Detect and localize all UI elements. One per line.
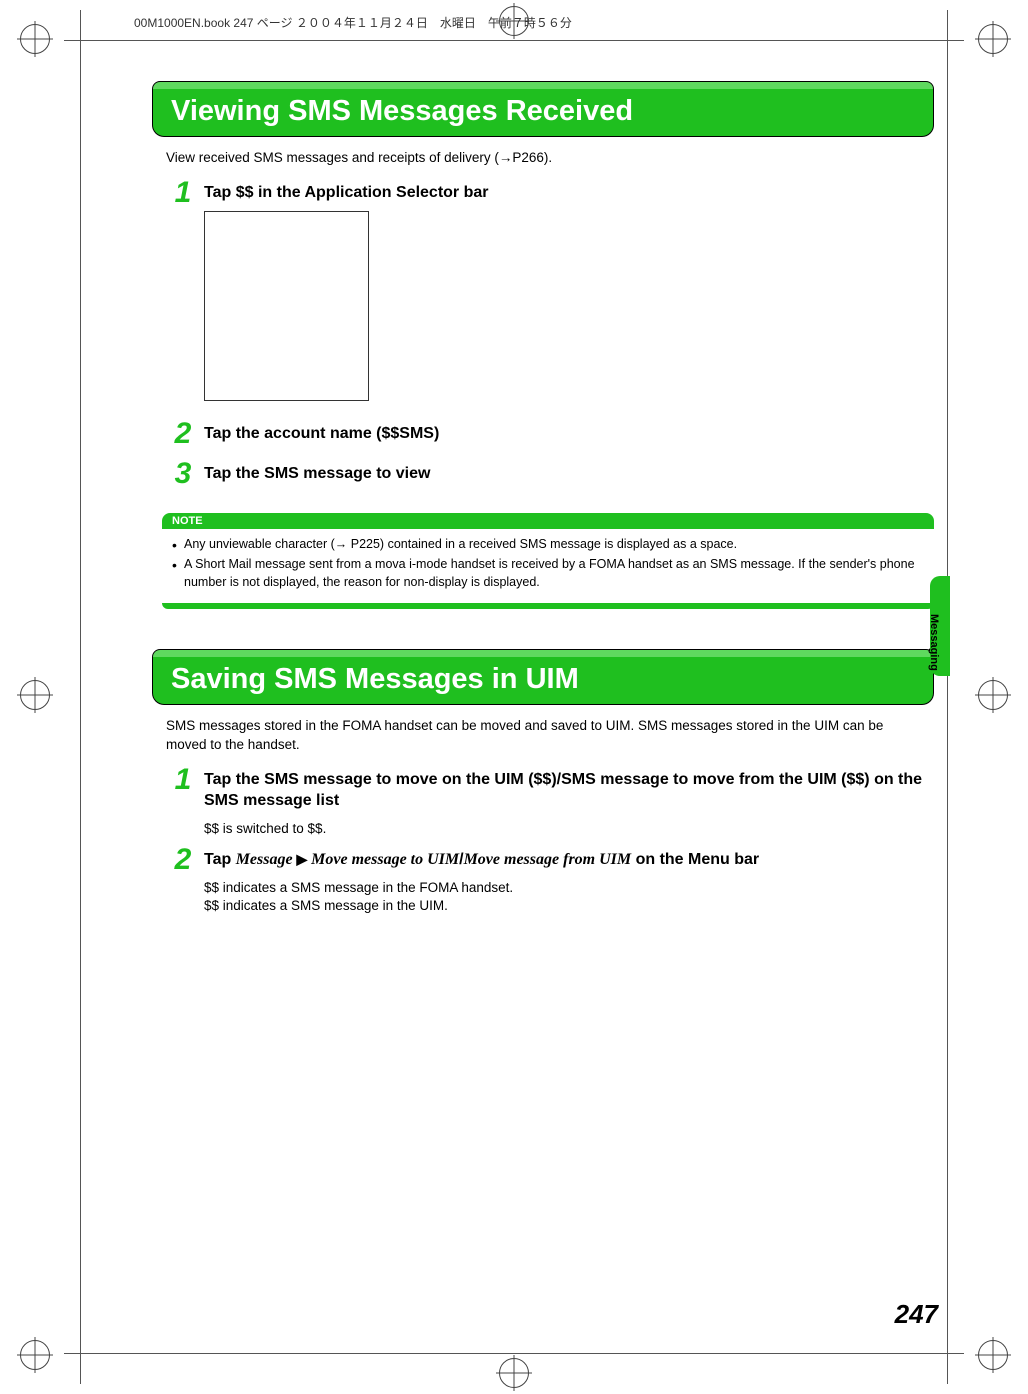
crop-mark-bottom-right (978, 1340, 1008, 1370)
note-item: A Short Mail message sent from a mova i-… (170, 555, 926, 591)
section-banner-saving-sms: Saving SMS Messages in UIM (152, 649, 934, 705)
note-block: NOTE Any unviewable character (→ P225) c… (162, 511, 934, 609)
crop-line-left (80, 10, 81, 1384)
crop-mark-mid-left (20, 680, 50, 710)
section1-intro: View received SMS messages and receipts … (166, 149, 924, 168)
section2-step-2: 2 Tap Message ▶ Move message to UIM/Move… (162, 845, 924, 916)
step-title: Tap the SMS message to move on the UIM (… (204, 769, 924, 812)
crop-line-right (947, 10, 948, 1384)
step-number: 2 (162, 419, 204, 449)
document-header: 00M1000EN.book 247 ページ ２００４年１１月２４日 水曜日 午… (134, 14, 944, 31)
text: Tap (204, 851, 236, 868)
section-title: Viewing SMS Messages Received (152, 89, 934, 137)
crop-mark-mid-right (978, 680, 1008, 710)
step-number: 1 (162, 765, 204, 795)
menu-item: Move message from UIM (464, 851, 632, 868)
chapter-side-label: Messaging (928, 614, 940, 671)
crop-mark-top-left (20, 24, 50, 54)
text: on the Menu bar (631, 851, 759, 868)
page-number: 247 (895, 1299, 938, 1330)
section-banner-viewing-sms: Viewing SMS Messages Received (152, 81, 934, 137)
step-description: $$ indicates a SMS message in the FOMA h… (204, 879, 924, 917)
step-number: 3 (162, 459, 204, 489)
section1-step-2: 2 Tap the account name ($$SMS) (162, 419, 924, 453)
step-description: $$ is switched to $$. (204, 820, 924, 839)
step-title: Tap the account name ($$SMS) (204, 423, 924, 445)
step-number: 1 (162, 178, 204, 208)
crop-mark-top-right (978, 24, 1008, 54)
menu-arrow-icon: ▶ (293, 851, 312, 867)
section-title: Saving SMS Messages in UIM (152, 657, 934, 705)
step-number: 2 (162, 845, 204, 875)
menu-item: Move message to UIM (311, 851, 459, 868)
note-label: NOTE (162, 513, 934, 529)
page-content: 00M1000EN.book 247 ページ ２００４年１１月２４日 水曜日 午… (84, 14, 944, 1380)
section2-step-1: 1 Tap the SMS message to move on the UIM… (162, 765, 924, 839)
section1-step-1: 1 Tap $$ in the Application Selector bar (162, 178, 924, 414)
step-title: Tap the SMS message to view (204, 463, 924, 485)
step-title: Tap Message ▶ Move message to UIM/Move m… (204, 849, 924, 871)
section2-intro: SMS messages stored in the FOMA handset … (166, 717, 924, 755)
note-item: Any unviewable character (→ P225) contai… (170, 535, 926, 553)
menu-name: Message (236, 851, 293, 868)
screenshot-placeholder (204, 211, 369, 401)
crop-mark-bottom-left (20, 1340, 50, 1370)
note-bottom-bar (162, 603, 934, 609)
note-content: Any unviewable character (→ P225) contai… (162, 529, 934, 603)
step-title: Tap $$ in the Application Selector bar (204, 182, 924, 204)
section1-step-3: 3 Tap the SMS message to view (162, 459, 924, 493)
